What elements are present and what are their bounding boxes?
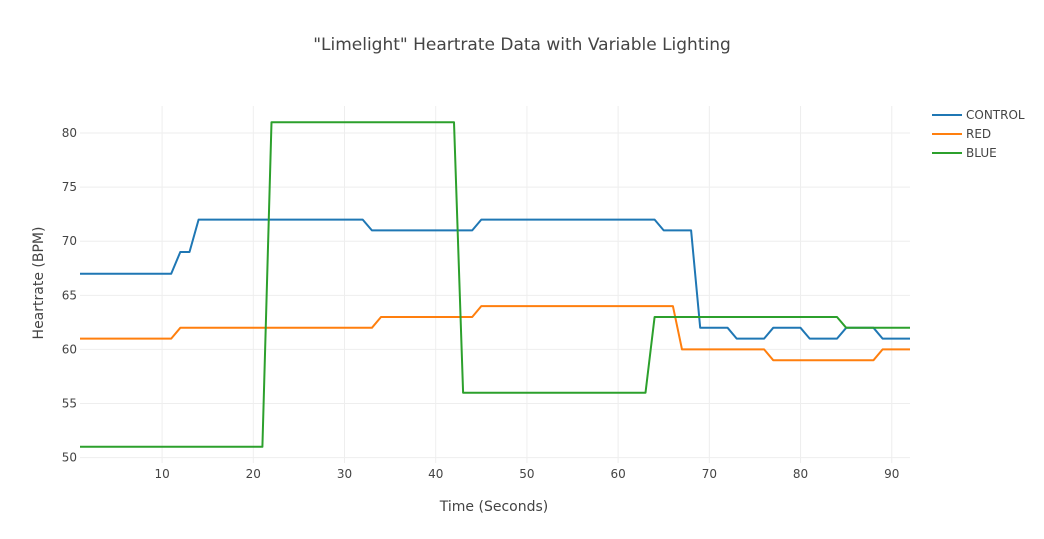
- x-axis-ticks: 10 20 30 40 50 60 70 80 90: [154, 467, 899, 481]
- x-tick-label: 50: [519, 467, 534, 481]
- y-tick-label: 55: [62, 397, 77, 411]
- x-tick-label: 40: [428, 467, 443, 481]
- y-tick-label: 80: [62, 126, 77, 140]
- series-lines: [80, 121, 910, 448]
- y-axis-title: Heartrate (BPM): [31, 227, 47, 340]
- grid: [80, 106, 910, 463]
- x-tick-label: 60: [610, 467, 625, 481]
- x-tick-label: 30: [337, 467, 352, 481]
- x-axis-title: Time (Seconds): [439, 499, 548, 515]
- y-tick-label: 50: [62, 451, 77, 465]
- y-tick-label: 75: [62, 180, 77, 194]
- y-tick-label: 65: [62, 288, 77, 302]
- x-tick-label: 20: [246, 467, 261, 481]
- series-line-red: [80, 305, 910, 362]
- x-tick-label: 90: [884, 467, 899, 481]
- series-line-control: [80, 218, 910, 340]
- legend[interactable]: CONTROL RED BLUE: [932, 108, 1025, 160]
- legend-item-control[interactable]: CONTROL: [932, 108, 1025, 122]
- x-tick-label: 70: [702, 467, 717, 481]
- legend-item-red[interactable]: RED: [932, 127, 991, 141]
- x-tick-label: 10: [154, 467, 169, 481]
- legend-label: CONTROL: [966, 108, 1025, 122]
- y-axis-ticks: 50 55 60 65 70 75 80: [62, 126, 77, 465]
- series-line-blue: [80, 121, 910, 448]
- legend-item-blue[interactable]: BLUE: [932, 146, 997, 160]
- x-tick-label: 80: [793, 467, 808, 481]
- y-tick-label: 70: [62, 234, 77, 248]
- legend-label: BLUE: [966, 146, 997, 160]
- legend-label: RED: [966, 127, 991, 141]
- chart-title: "Limelight" Heartrate Data with Variable…: [313, 35, 731, 55]
- y-tick-label: 60: [62, 342, 77, 356]
